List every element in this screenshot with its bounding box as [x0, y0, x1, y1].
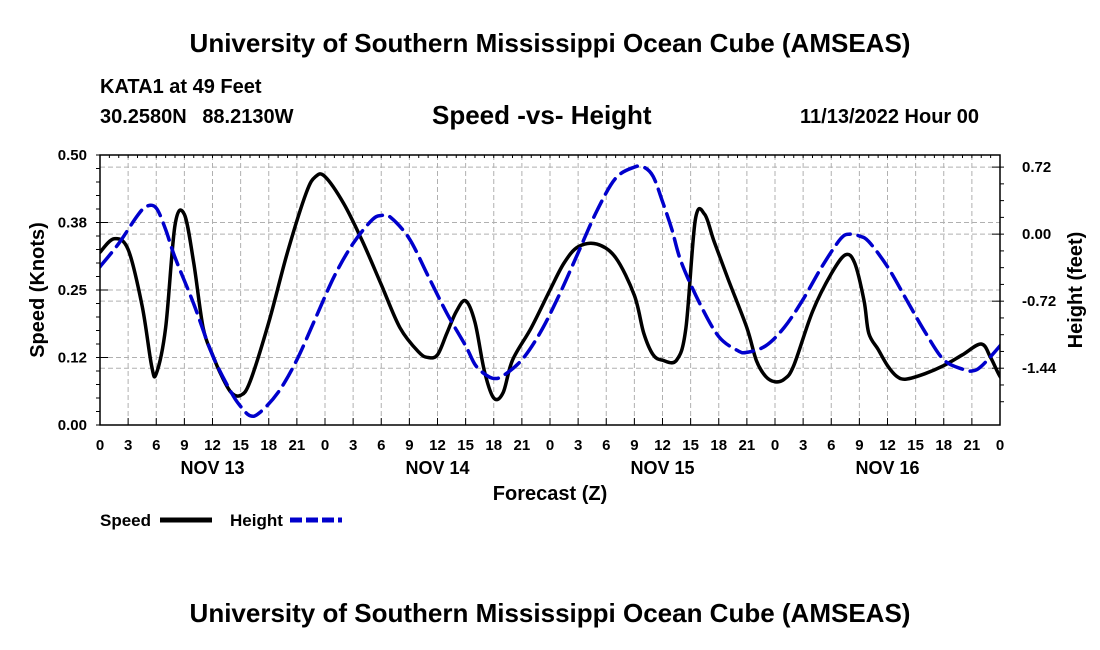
x-tick-label: 15	[232, 437, 249, 454]
x-axis-title: Forecast (Z)	[493, 483, 607, 505]
y-axis-title: Speed (Knots)	[27, 222, 49, 358]
x-tick-label: 3	[124, 437, 132, 454]
y2-tick-label: 0.00	[1022, 226, 1051, 243]
forecast-datetime: 11/13/2022 Hour 00	[800, 106, 980, 128]
y-tick-label: 0.25	[58, 282, 87, 299]
day-label: NOV 15	[630, 458, 694, 478]
x-tick-label: 18	[485, 437, 502, 454]
day-label: NOV 14	[405, 458, 469, 478]
day-label: NOV 16	[855, 458, 919, 478]
y2-tick-label: -0.72	[1022, 293, 1056, 310]
x-tick-label: 15	[907, 437, 924, 454]
station-label: KATA1 at 49 Feet	[100, 76, 262, 98]
x-tick-label: 12	[879, 437, 896, 454]
x-tick-label: 18	[710, 437, 727, 454]
x-tick-label: 21	[514, 437, 531, 454]
x-tick-label: 12	[429, 437, 446, 454]
legend-speed-label: Speed	[100, 511, 151, 530]
x-tick-label: 12	[204, 437, 221, 454]
y-tick-label: 0.00	[58, 417, 87, 434]
x-tick-label: 6	[152, 437, 160, 454]
x-tick-label: 3	[349, 437, 357, 454]
x-tick-label: 0	[96, 437, 104, 454]
x-tick-label: 0	[771, 437, 779, 454]
y2-axis-title: Height (feet)	[1065, 232, 1087, 349]
x-tick-label: 6	[602, 437, 610, 454]
x-tick-label: 6	[827, 437, 835, 454]
y-tick-label: 0.12	[58, 350, 87, 367]
station-coordinates: 30.2580N 88.2130W	[100, 106, 303, 129]
x-tick-label: 15	[457, 437, 474, 454]
legend-height-label: Height	[230, 511, 283, 530]
speed-series-line	[100, 172, 1000, 402]
x-tick-label: 18	[260, 437, 277, 454]
footer-title: University of Southern Mississippi Ocean…	[189, 598, 911, 628]
y-tick-label: 0.50	[58, 147, 87, 164]
day-label: NOV 13	[180, 458, 244, 478]
x-tick-label: 21	[289, 437, 306, 454]
x-tick-label: 3	[574, 437, 582, 454]
y-tick-label: 0.38	[58, 215, 87, 232]
chart-subtitle: Speed -vs- Height	[432, 100, 652, 130]
x-tick-label: 9	[630, 437, 638, 454]
x-tick-label: 6	[377, 437, 385, 454]
y2-tick-label: -1.44	[1022, 360, 1057, 377]
x-tick-label: 18	[935, 437, 952, 454]
x-tick-label: 12	[654, 437, 671, 454]
x-tick-label: 15	[682, 437, 699, 454]
x-tick-label: 9	[855, 437, 863, 454]
chart-title: University of Southern Mississippi Ocean…	[189, 28, 911, 58]
x-tick-label: 0	[321, 437, 329, 454]
latitude: 30.2580N	[100, 106, 187, 128]
x-tick-label: 9	[180, 437, 188, 454]
y2-tick-label: 0.72	[1022, 159, 1051, 176]
x-tick-label: 0	[996, 437, 1004, 454]
x-tick-label: 21	[964, 437, 981, 454]
longitude: 88.2130W	[202, 106, 294, 128]
x-tick-label: 21	[739, 437, 756, 454]
x-tick-label: 3	[799, 437, 807, 454]
x-tick-label: 9	[405, 437, 413, 454]
height-series-line	[100, 164, 1000, 419]
x-tick-label: 0	[546, 437, 554, 454]
legend: Speed Height	[100, 511, 342, 530]
